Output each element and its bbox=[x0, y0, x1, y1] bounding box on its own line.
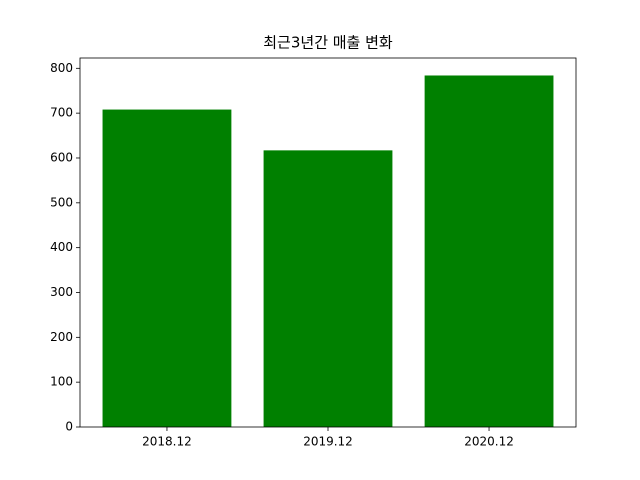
y-tick-label: 0 bbox=[65, 420, 73, 434]
y-tick-label: 500 bbox=[50, 195, 73, 209]
x-tick-label: 2020.12 bbox=[464, 435, 514, 449]
y-tick-label: 400 bbox=[50, 240, 73, 254]
bar bbox=[102, 109, 232, 427]
y-tick-label: 300 bbox=[50, 285, 73, 299]
bar bbox=[424, 75, 554, 427]
chart-title: 최근3년간 매출 변화 bbox=[263, 34, 393, 52]
y-tick-label: 700 bbox=[50, 106, 73, 120]
axes-frame bbox=[79, 57, 577, 428]
y-tick-label: 100 bbox=[50, 375, 73, 389]
y-tick-label: 600 bbox=[50, 150, 73, 164]
x-tick-label: 2018.12 bbox=[142, 435, 192, 449]
y-tick-label: 200 bbox=[50, 330, 73, 344]
y-tick-label: 800 bbox=[50, 61, 73, 75]
bar bbox=[263, 150, 393, 427]
x-tick-label: 2019.12 bbox=[303, 435, 353, 449]
